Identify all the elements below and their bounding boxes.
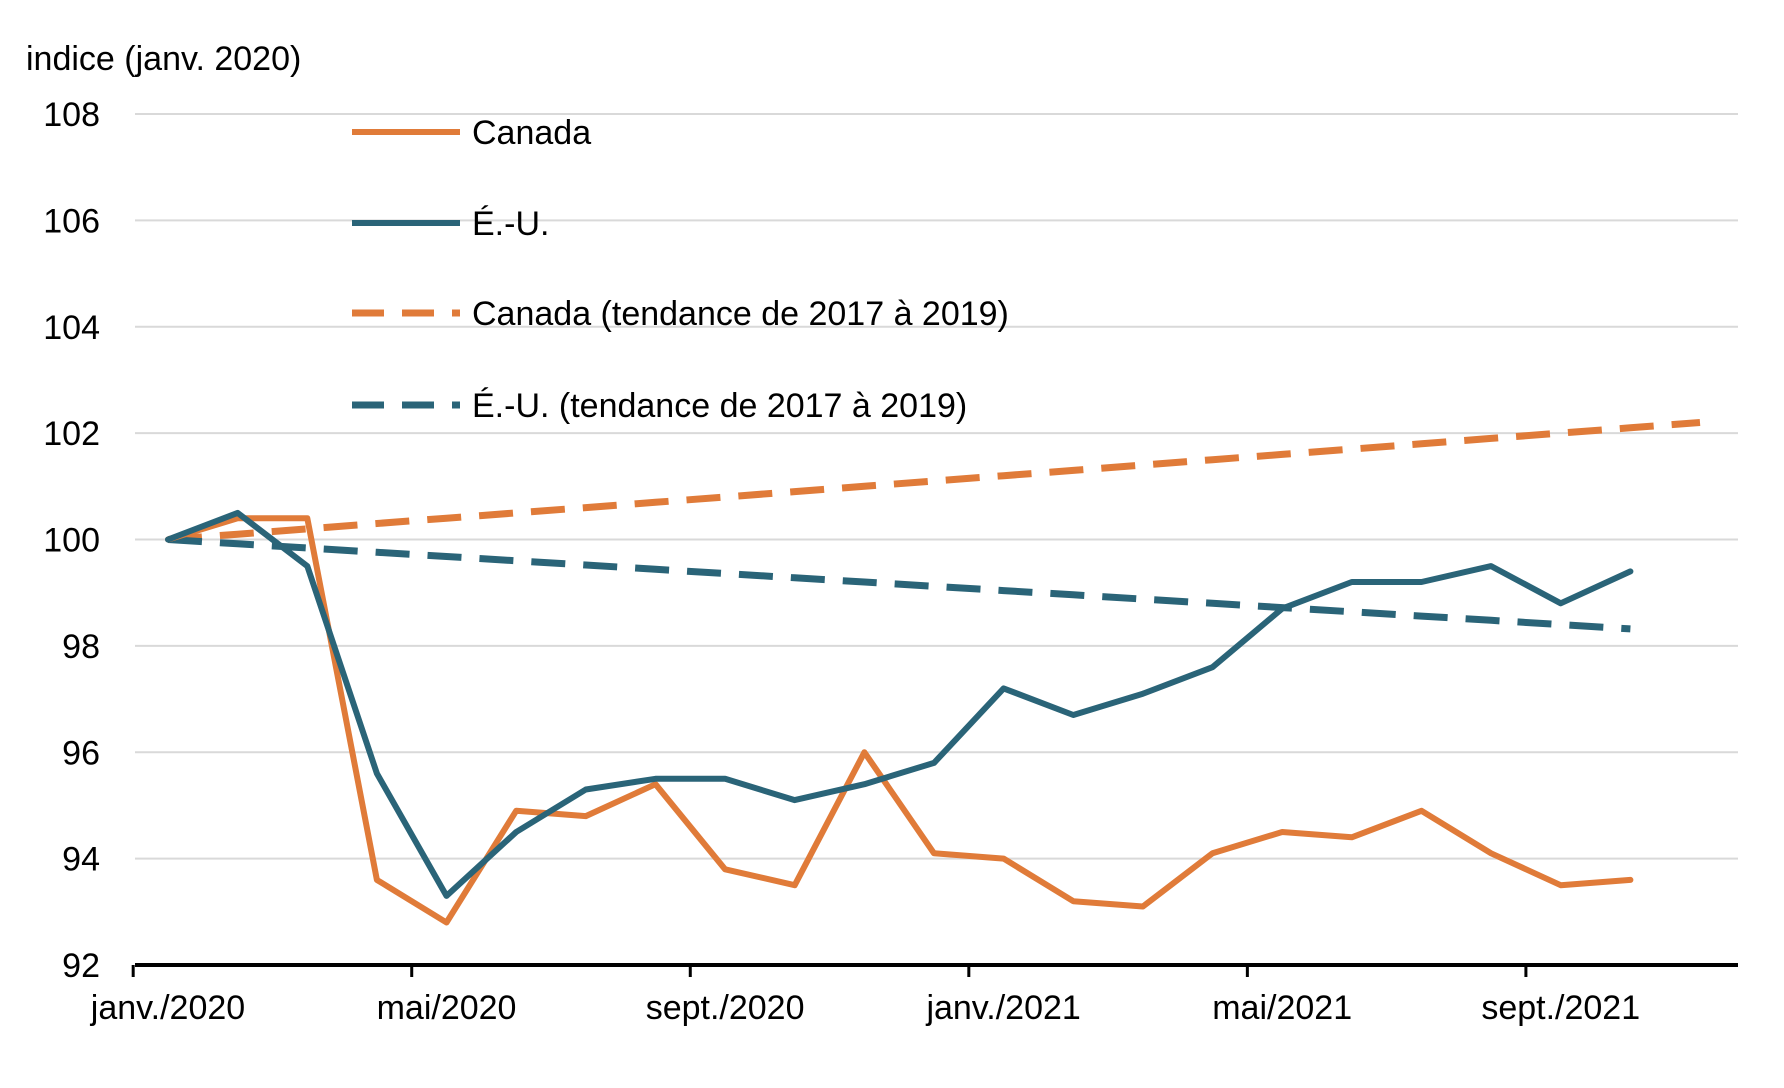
x-tick-label: janv./2021	[925, 989, 1080, 1027]
legend-label-1: É.-U.	[472, 205, 549, 243]
y-tick-label: 96	[62, 734, 100, 772]
y-axis-title: indice (janv. 2020)	[26, 40, 301, 78]
x-tick-label: sept./2021	[1481, 989, 1640, 1027]
series-line-3	[167, 536, 1631, 633]
series-line-2	[167, 419, 1701, 543]
y-tick-label: 98	[62, 628, 100, 666]
y-tick-label: 100	[43, 522, 100, 560]
series-lines	[165, 419, 1701, 926]
series-line-0	[165, 515, 1634, 926]
series-line-1	[165, 509, 1634, 899]
y-tick-label: 108	[43, 96, 100, 134]
legend-label-2: Canada (tendance de 2017 à 2019)	[472, 295, 1009, 333]
x-tick-label: mai/2021	[1212, 989, 1352, 1027]
legend: Canada É.-U. Canada (tendance de 2017 à 20…	[352, 114, 1009, 425]
y-tick-label: 92	[62, 947, 100, 985]
x-tick-label: janv./2020	[90, 989, 245, 1027]
legend-label-3: É.-U. (tendance de 2017 à 2019)	[472, 387, 967, 425]
axes: 92 94 96 98 100 102 104 106 108 janv./2020 mai/202…	[43, 96, 1738, 1027]
y-tick-label: 102	[43, 415, 100, 453]
y-tick-label: 106	[43, 202, 100, 240]
y-tick-label: 94	[62, 841, 100, 879]
x-tick-label: sept./2020	[646, 989, 805, 1027]
x-tick-label: mai/2020	[377, 989, 517, 1027]
legend-label-0: Canada	[472, 114, 591, 152]
y-tick-label: 104	[43, 309, 100, 347]
